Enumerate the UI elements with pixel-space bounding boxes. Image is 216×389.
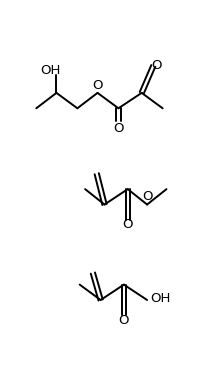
- Text: O: O: [113, 122, 124, 135]
- Text: O: O: [142, 190, 152, 203]
- Text: O: O: [151, 60, 162, 72]
- Text: O: O: [92, 79, 103, 92]
- Text: O: O: [119, 314, 129, 327]
- Text: OH: OH: [150, 292, 171, 305]
- Text: OH: OH: [40, 64, 60, 77]
- Text: O: O: [122, 218, 133, 231]
